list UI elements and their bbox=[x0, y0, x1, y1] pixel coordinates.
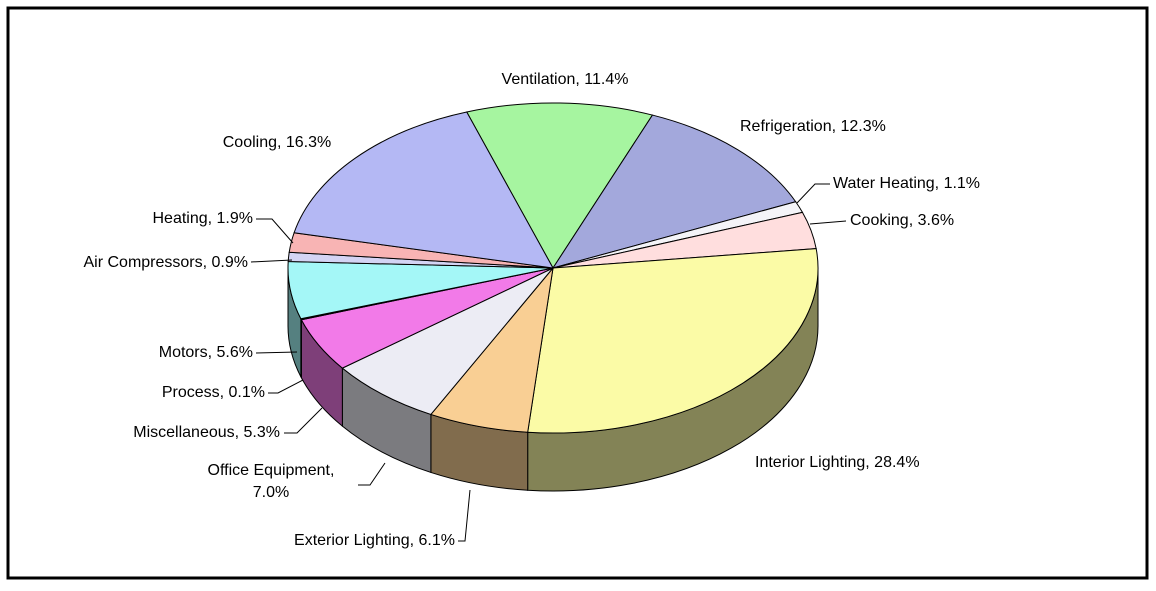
data-label-line: Cooking, 3.6% bbox=[850, 212, 954, 229]
data-label: Cooking, 3.6% bbox=[850, 212, 954, 229]
leader-line bbox=[358, 462, 386, 486]
leader-line bbox=[796, 183, 830, 204]
leader-line bbox=[255, 351, 298, 354]
data-label: Exterior Lighting, 6.1% bbox=[294, 532, 455, 549]
data-label-line: Interior Lighting, 28.4% bbox=[755, 454, 920, 471]
data-label: Process, 0.1% bbox=[162, 384, 265, 401]
data-label-line: Heating, 1.9% bbox=[152, 210, 253, 227]
data-label-line: 7.0% bbox=[253, 484, 289, 501]
leader-line bbox=[250, 259, 293, 263]
slice bbox=[465, 102, 654, 269]
data-label-line: Office Equipment, bbox=[208, 462, 335, 479]
data-label: Office Equipment, 7.0% bbox=[208, 462, 335, 501]
data-label: Air Compressors, 0.9% bbox=[84, 254, 249, 271]
leader-line bbox=[268, 379, 304, 394]
data-label-line: Cooling, 16.3% bbox=[223, 134, 332, 151]
data-label-line: Miscellaneous, 5.3% bbox=[133, 424, 280, 441]
leader-line bbox=[458, 489, 471, 542]
data-label: Interior Lighting, 28.4% bbox=[755, 454, 920, 471]
slice bbox=[341, 267, 554, 416]
slice bbox=[527, 248, 819, 434]
data-label: Miscellaneous, 5.3% bbox=[133, 424, 280, 441]
data-label-line: Water Heating, 1.1% bbox=[833, 175, 980, 192]
data-label: Heating, 1.9% bbox=[152, 210, 253, 227]
data-label: Refrigeration, 12.3% bbox=[740, 118, 886, 135]
data-label: Ventilation, 11.4% bbox=[502, 71, 629, 88]
data-label-line: Air Compressors, 0.9% bbox=[84, 254, 249, 271]
data-label: Cooling, 16.3% bbox=[223, 134, 332, 151]
leader-line bbox=[809, 220, 847, 225]
data-label-line: Process, 0.1% bbox=[162, 384, 265, 401]
slice bbox=[551, 114, 797, 269]
data-label-line: Motors, 5.6% bbox=[159, 344, 253, 361]
data-label: Water Heating, 1.1% bbox=[833, 175, 980, 192]
data-label-line: Exterior Lighting, 6.1% bbox=[294, 532, 455, 549]
leader-line bbox=[284, 407, 323, 434]
data-label-line: Refrigeration, 12.3% bbox=[740, 118, 886, 135]
slice bbox=[293, 111, 554, 269]
data-label: Motors, 5.6% bbox=[159, 344, 253, 361]
data-label-line: Ventilation, 11.4% bbox=[502, 71, 629, 88]
leader-line bbox=[256, 218, 294, 244]
